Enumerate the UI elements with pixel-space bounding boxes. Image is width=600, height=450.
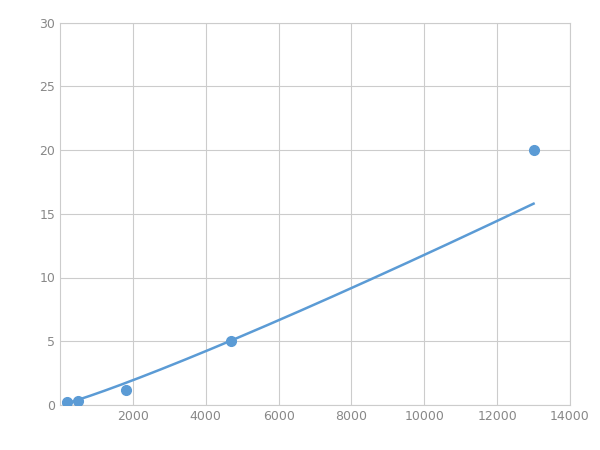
Point bbox=[73, 397, 83, 404]
Point bbox=[529, 146, 538, 153]
Point bbox=[121, 386, 130, 393]
Point bbox=[226, 338, 236, 345]
Point bbox=[62, 399, 72, 406]
